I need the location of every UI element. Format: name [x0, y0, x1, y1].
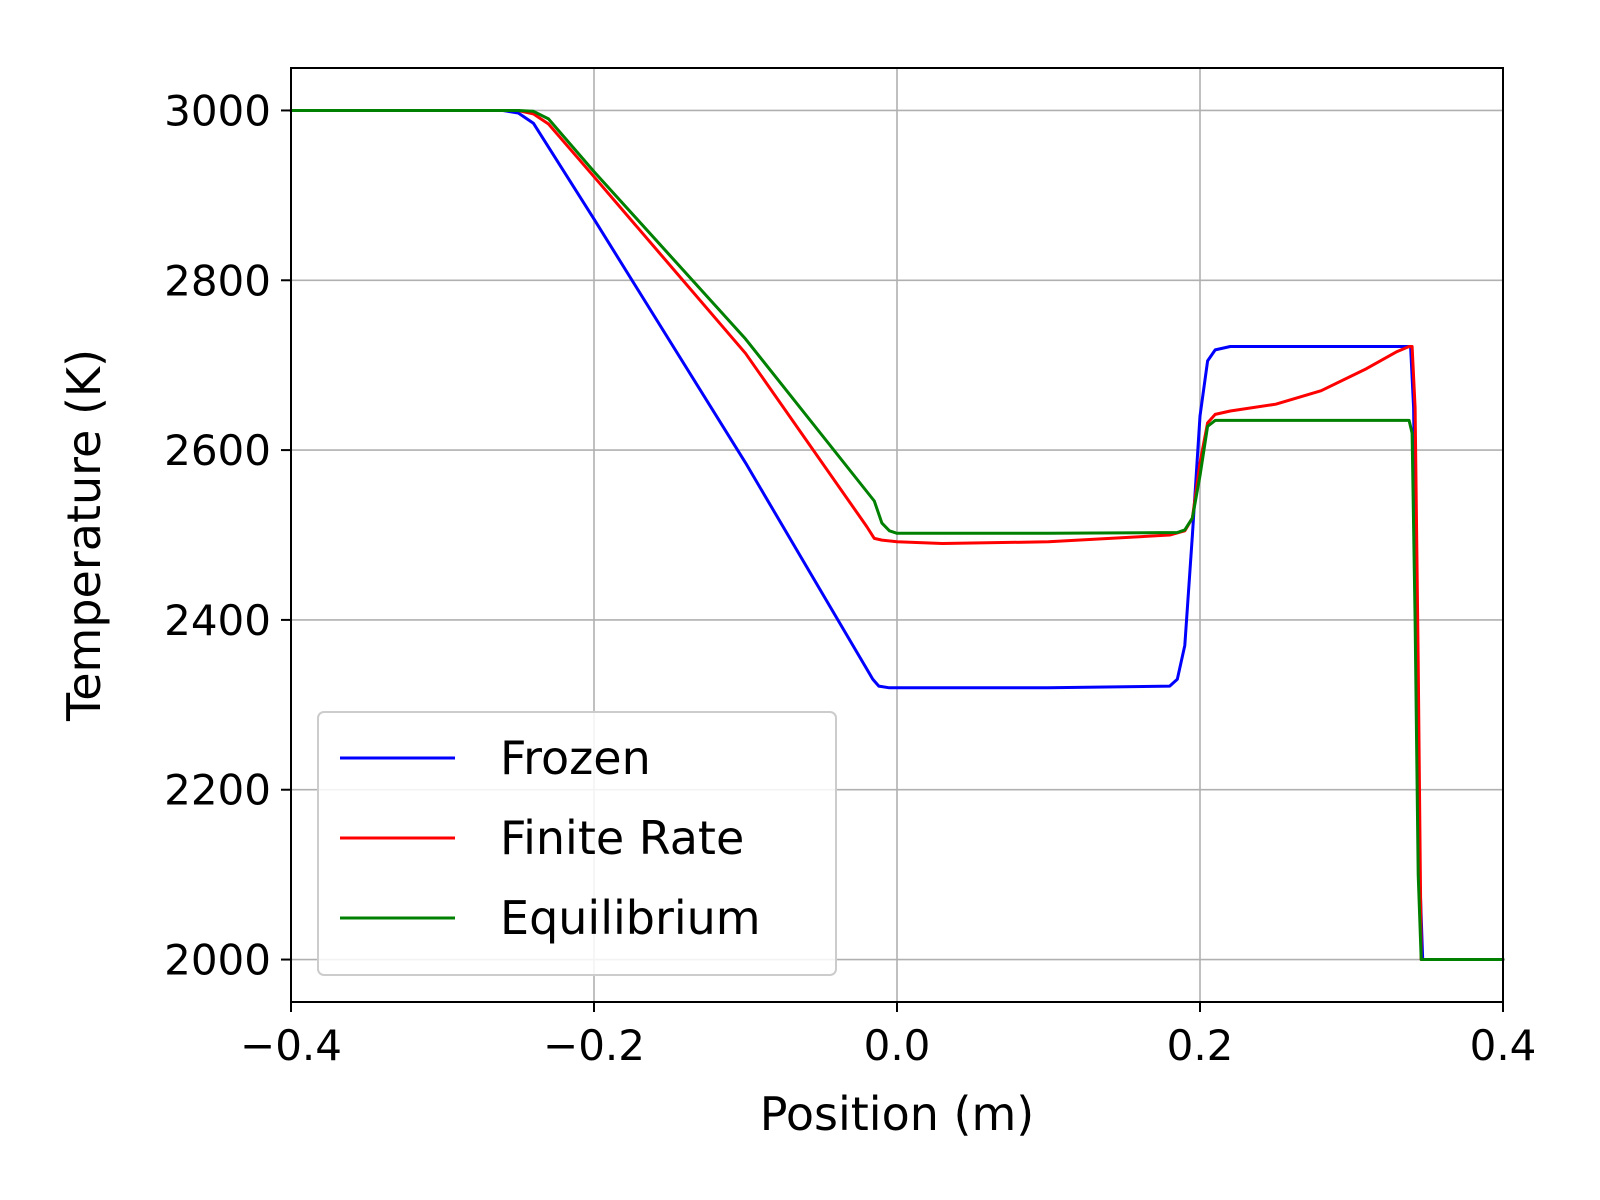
x-tick-label: 0.4 [1470, 1021, 1537, 1070]
x-axis-label: Position (m) [760, 1087, 1034, 1141]
x-tick-label: 0.0 [864, 1021, 931, 1070]
y-tick-label: 2400 [164, 596, 271, 645]
x-tick-label: 0.2 [1167, 1021, 1234, 1070]
x-tick-label: −0.4 [240, 1021, 342, 1070]
series-layer [289, 109, 1505, 961]
y-axis: 2000 2200 2400 2600 2800 3000 [164, 86, 291, 985]
legend-label: Equilibrium [500, 891, 761, 945]
legend-label: Finite Rate [500, 811, 744, 865]
y-tick-label: 2800 [164, 256, 271, 305]
x-tick-label: −0.2 [543, 1021, 645, 1070]
y-axis-label: Temperature (K) [57, 349, 111, 722]
y-tick-label: 3000 [164, 86, 271, 135]
x-axis: −0.4 −0.2 0.0 0.2 0.4 [240, 1002, 1536, 1070]
legend-box [317, 711, 837, 976]
legend-label: Frozen [500, 731, 651, 785]
series-line-equilibrium [289, 109, 1505, 961]
y-tick-label: 2600 [164, 426, 271, 475]
y-tick-label: 2000 [164, 936, 271, 985]
legend: Frozen Finite Rate Equilibrium [317, 711, 837, 976]
y-tick-label: 2200 [164, 766, 271, 815]
